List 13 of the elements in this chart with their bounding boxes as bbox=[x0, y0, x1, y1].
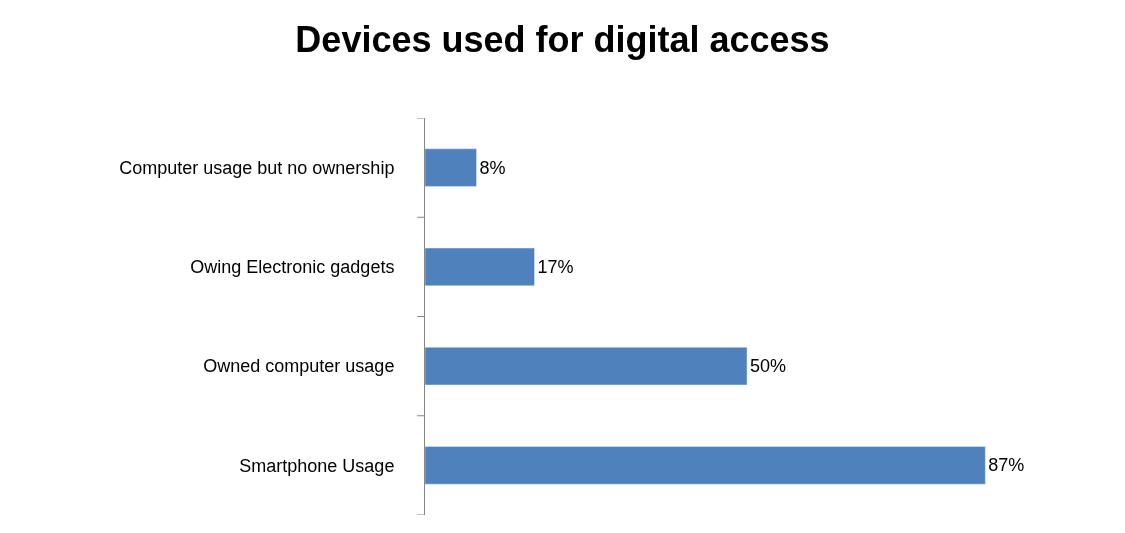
data-label: 87% bbox=[988, 455, 1025, 476]
y-tick-label: Computer usage but no ownership bbox=[119, 157, 395, 178]
data-label: 17% bbox=[537, 256, 574, 277]
y-tick-label: Smartphone Usage bbox=[239, 455, 395, 476]
bar bbox=[425, 347, 748, 386]
bar bbox=[425, 148, 477, 187]
y-tick-label: Owned computer usage bbox=[203, 356, 395, 377]
bar bbox=[425, 446, 986, 485]
data-label: 8% bbox=[479, 157, 506, 178]
data-label: 50% bbox=[750, 356, 787, 377]
bar bbox=[425, 247, 535, 286]
chart-title: Devices used for digital access bbox=[295, 18, 830, 60]
y-tick-label: Owing Electronic gadgets bbox=[190, 257, 395, 278]
